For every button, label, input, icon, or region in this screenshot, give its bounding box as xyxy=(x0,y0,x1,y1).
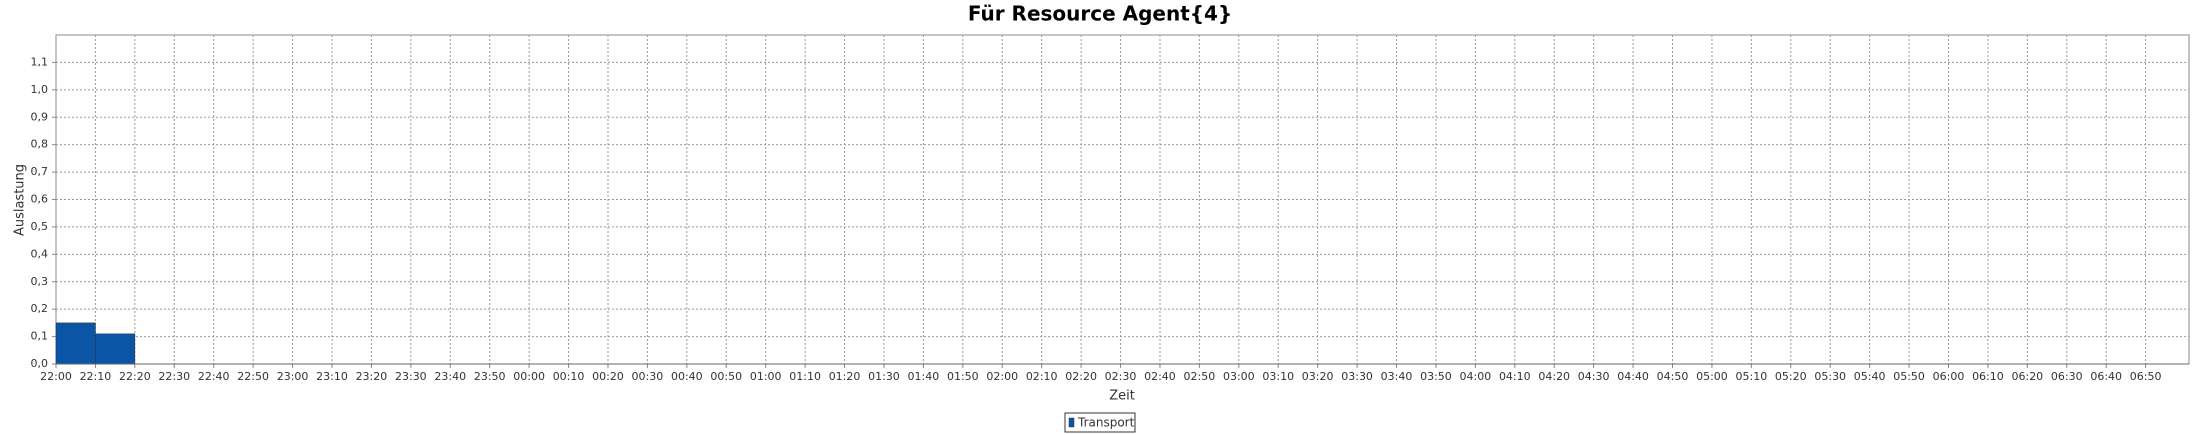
x-tick-label: 22:20 xyxy=(119,370,151,383)
x-tick-label: 00:10 xyxy=(553,370,585,383)
x-tick-label: 04:40 xyxy=(1617,370,1649,383)
x-tick-label: 01:40 xyxy=(908,370,940,383)
bar xyxy=(55,322,96,365)
x-tick-label: 03:40 xyxy=(1381,370,1413,383)
y-tick-label: 0,3 xyxy=(31,275,49,288)
x-tick-label: 05:00 xyxy=(1696,370,1728,383)
x-tick-label: 03:50 xyxy=(1420,370,1452,383)
x-tick-label: 05:40 xyxy=(1854,370,1886,383)
x-tick-label: 00:40 xyxy=(671,370,703,383)
y-axis-label: Auslastung xyxy=(13,164,28,236)
x-tick-label: 23:20 xyxy=(356,370,388,383)
y-tick-label: 0,5 xyxy=(31,220,49,233)
legend-box xyxy=(1064,412,1136,433)
x-tick-label: 23:30 xyxy=(395,370,427,383)
y-tick-label: 0,2 xyxy=(31,302,49,315)
x-tick-label: 03:10 xyxy=(1262,370,1294,383)
x-tick-label: 04:30 xyxy=(1578,370,1610,383)
x-tick-label: 05:30 xyxy=(1814,370,1846,383)
x-tick-label: 06:30 xyxy=(2051,370,2083,383)
x-tick-label: 22:40 xyxy=(198,370,230,383)
x-tick-label: 06:50 xyxy=(2130,370,2162,383)
x-tick-label: 01:00 xyxy=(750,370,782,383)
x-tick-label: 00:30 xyxy=(632,370,664,383)
y-tick-label: 1,0 xyxy=(31,83,49,96)
x-tick-label: 22:50 xyxy=(237,370,269,383)
x-tick-label: 23:00 xyxy=(277,370,309,383)
y-tick-label: 0,8 xyxy=(31,138,49,151)
x-tick-label: 04:00 xyxy=(1460,370,1492,383)
x-tick-label: 05:20 xyxy=(1775,370,1807,383)
x-axis-label: Zeit xyxy=(1109,389,1135,404)
x-tick-label: 02:40 xyxy=(1144,370,1176,383)
x-tick-label: 01:20 xyxy=(829,370,861,383)
chart-title: Für Resource Agent{4} xyxy=(968,2,1232,26)
y-tick-label: 0,6 xyxy=(31,193,49,206)
x-tick-label: 00:50 xyxy=(710,370,742,383)
x-tick-label: 23:50 xyxy=(474,370,506,383)
x-tick-label: 01:50 xyxy=(947,370,979,383)
x-tick-label: 02:20 xyxy=(1065,370,1097,383)
x-tick-label: 04:20 xyxy=(1538,370,1570,383)
x-tick-label: 22:00 xyxy=(40,370,72,383)
x-tick-label: 00:20 xyxy=(592,370,624,383)
y-tick-label: 1,1 xyxy=(31,55,49,68)
x-tick-label: 03:00 xyxy=(1223,370,1255,383)
bar xyxy=(95,333,136,365)
x-tick-label: 05:10 xyxy=(1736,370,1768,383)
x-tick-label: 01:30 xyxy=(868,370,900,383)
x-tick-label: 02:10 xyxy=(1026,370,1058,383)
x-tick-label: 04:50 xyxy=(1657,370,1689,383)
x-tick-label: 02:00 xyxy=(986,370,1018,383)
x-tick-label: 06:00 xyxy=(1933,370,1965,383)
x-tick-label: 00:00 xyxy=(513,370,545,383)
x-tick-label: 01:10 xyxy=(789,370,821,383)
y-tick-label: 0,9 xyxy=(31,110,49,123)
y-tick-label: 0,4 xyxy=(31,247,49,260)
x-tick-label: 22:30 xyxy=(158,370,190,383)
legend-label: Transport xyxy=(1077,416,1135,430)
x-tick-label: 06:40 xyxy=(2090,370,2122,383)
x-tick-label: 02:50 xyxy=(1184,370,1216,383)
y-tick-label: 0,7 xyxy=(31,165,49,178)
x-tick-label: 23:40 xyxy=(434,370,466,383)
legend-swatch xyxy=(1068,417,1075,428)
x-tick-label: 02:30 xyxy=(1105,370,1137,383)
x-tick-label: 06:10 xyxy=(1972,370,2004,383)
x-tick-label: 05:50 xyxy=(1893,370,1925,383)
y-tick-label: 0,0 xyxy=(31,357,49,370)
y-tick-label: 0,1 xyxy=(31,330,49,343)
x-tick-label: 23:10 xyxy=(316,370,348,383)
x-tick-label: 22:10 xyxy=(80,370,112,383)
x-tick-label: 03:30 xyxy=(1341,370,1373,383)
x-tick-label: 04:10 xyxy=(1499,370,1531,383)
x-tick-label: 03:20 xyxy=(1302,370,1334,383)
x-tick-label: 06:20 xyxy=(2011,370,2043,383)
